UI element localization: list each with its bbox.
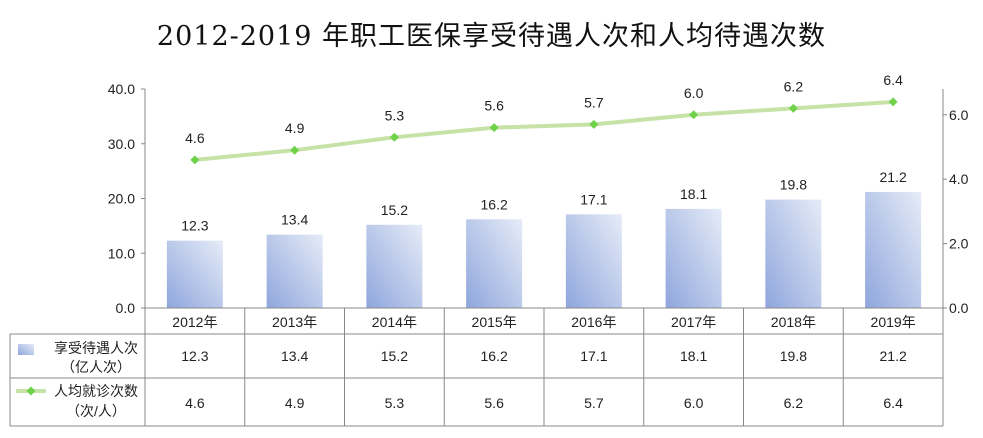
bar-data-label: 21.2 xyxy=(880,169,907,185)
line-marker xyxy=(888,97,898,107)
line-marker xyxy=(788,103,798,113)
table-cell-per-capita: 4.6 xyxy=(185,395,205,411)
table-cell-per-capita: 6.2 xyxy=(784,395,804,411)
table-cell-per-capita: 5.6 xyxy=(484,395,504,411)
legend-line-name: 人均就诊次数 xyxy=(54,383,138,399)
bar xyxy=(765,199,822,308)
category-label: 2013年 xyxy=(272,314,317,330)
line-series xyxy=(194,99,894,162)
line-marker xyxy=(689,110,699,120)
bar-data-label: 16.2 xyxy=(481,196,508,212)
bar-data-label: 18.1 xyxy=(680,186,707,202)
table-cell-per-capita: 6.0 xyxy=(684,395,704,411)
y-left-tick-label: 30.0 xyxy=(108,136,135,152)
category-label: 2019年 xyxy=(871,314,916,330)
table-cell-visits: 13.4 xyxy=(281,348,308,364)
y-right-tick-label: 6.0 xyxy=(949,107,969,123)
legend-bar-unit: （亿人次） xyxy=(61,359,131,375)
bar-data-label: 17.1 xyxy=(580,191,607,207)
y-left-tick-label: 20.0 xyxy=(108,191,135,207)
bar xyxy=(466,219,523,308)
category-label: 2016年 xyxy=(571,314,616,330)
bar xyxy=(565,214,622,308)
bar-data-label: 15.2 xyxy=(381,202,408,218)
line-data-label: 5.6 xyxy=(484,98,504,114)
category-label: 2017年 xyxy=(671,314,716,330)
y-left-tick-label: 0.0 xyxy=(116,300,136,316)
y-right-tick-label: 2.0 xyxy=(949,236,969,252)
table-cell-visits: 21.2 xyxy=(880,348,907,364)
line-marker xyxy=(489,123,499,133)
table-cell-visits: 17.1 xyxy=(580,348,607,364)
bar xyxy=(865,191,922,308)
line-marker xyxy=(290,145,300,155)
line-marker xyxy=(190,155,200,165)
line-data-label: 5.7 xyxy=(584,94,604,110)
line-marker xyxy=(589,119,599,129)
bar-data-label: 13.4 xyxy=(281,212,308,228)
table-cell-per-capita: 5.3 xyxy=(385,395,405,411)
bar-data-label: 19.8 xyxy=(780,177,807,193)
legend-line-unit: （次/人） xyxy=(66,403,126,419)
y-right-tick-label: 4.0 xyxy=(949,171,969,187)
line-data-label: 6.2 xyxy=(784,78,804,94)
bar-data-label: 12.3 xyxy=(181,218,208,234)
category-label: 2014年 xyxy=(372,314,417,330)
bar xyxy=(166,240,223,308)
y-right-tick-label: 0.0 xyxy=(949,300,969,316)
legend-bar-key xyxy=(18,344,34,355)
y-left-tick-label: 10.0 xyxy=(108,245,135,261)
legend-bar-name: 享受待遇人次 xyxy=(54,340,138,356)
y-left-tick-label: 40.0 xyxy=(108,81,135,97)
table-cell-per-capita: 6.4 xyxy=(883,395,903,411)
category-label: 2018年 xyxy=(771,314,816,330)
line-data-label: 5.3 xyxy=(385,107,405,123)
legend-line-marker xyxy=(26,386,36,396)
chart-title: 2012-2019 年职工医保享受待遇人次和人均待遇次数 xyxy=(156,21,827,52)
bar xyxy=(665,208,722,308)
table-cell-visits: 15.2 xyxy=(381,348,408,364)
category-label: 2012年 xyxy=(172,314,217,330)
line-marker xyxy=(389,132,399,142)
table-cell-visits: 12.3 xyxy=(181,348,208,364)
line-data-label: 4.6 xyxy=(185,130,205,146)
table-cell-per-capita: 5.7 xyxy=(584,395,604,411)
category-label: 2015年 xyxy=(472,314,517,330)
table-cell-visits: 18.1 xyxy=(680,348,707,364)
bar xyxy=(366,224,423,308)
line-data-label: 4.9 xyxy=(285,120,305,136)
table-cell-per-capita: 4.9 xyxy=(285,395,305,411)
bar xyxy=(266,234,323,308)
line-data-label: 6.4 xyxy=(883,72,903,88)
line-data-label: 6.0 xyxy=(684,85,704,101)
table-cell-visits: 16.2 xyxy=(481,348,508,364)
table-cell-visits: 19.8 xyxy=(780,348,807,364)
